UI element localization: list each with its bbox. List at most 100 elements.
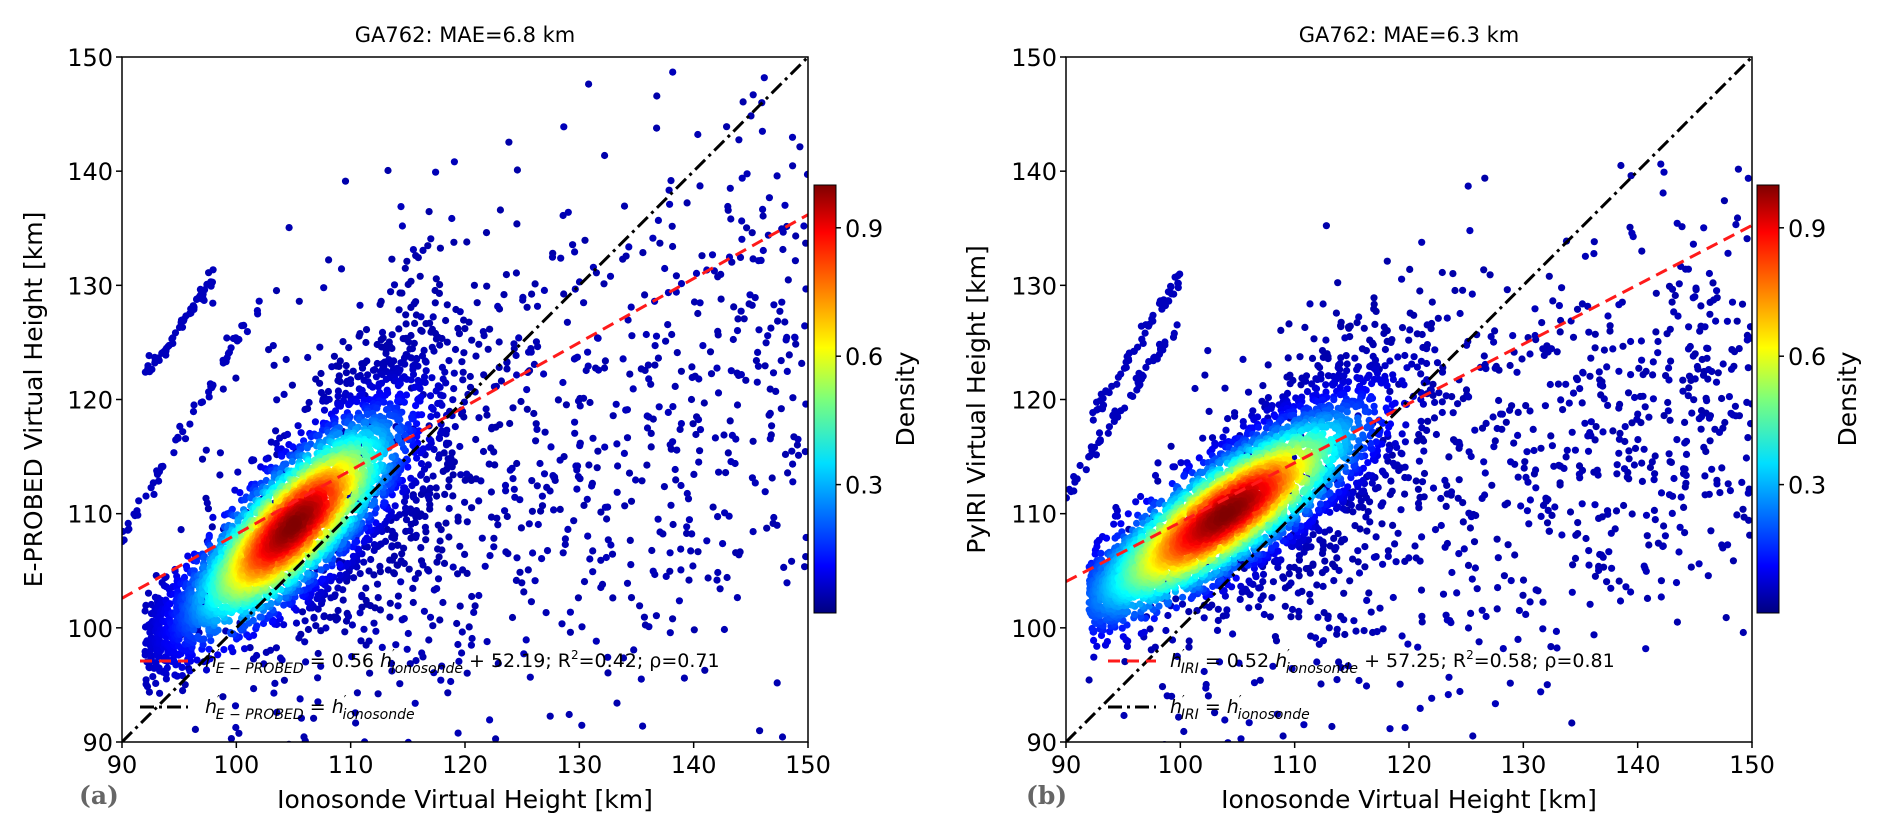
- scatter-point: [417, 449, 425, 457]
- scatter-point: [571, 429, 579, 437]
- scatter-point: [407, 474, 415, 482]
- scatter-point: [408, 345, 416, 353]
- scatter-point: [1493, 535, 1501, 543]
- scatter-point: [438, 546, 446, 554]
- scatter-point: [288, 457, 296, 466]
- scatter-point: [205, 533, 213, 541]
- scatter-point: [454, 640, 462, 649]
- scatter-point: [527, 348, 535, 356]
- scatter-point: [580, 299, 588, 307]
- scatter-point: [178, 323, 187, 331]
- scatter-point: [439, 467, 447, 475]
- scatter-point: [1277, 326, 1285, 334]
- scatter-point: [456, 442, 464, 451]
- scatter-point: [642, 330, 650, 339]
- scatter-point: [571, 418, 579, 426]
- scatter-point: [272, 427, 280, 435]
- scatter-point: [421, 512, 429, 521]
- scatter-point: [312, 622, 320, 630]
- scatter-point: [177, 526, 185, 534]
- scatter-point: [209, 513, 217, 522]
- scatter-point: [1660, 412, 1668, 420]
- scatter-point: [357, 637, 365, 645]
- scatter-point: [394, 433, 402, 441]
- scatter-point: [272, 439, 280, 448]
- scatter-point: [1383, 257, 1391, 265]
- scatter-point: [273, 396, 281, 404]
- scatter-point: [774, 317, 782, 325]
- scatter-point: [1606, 322, 1614, 330]
- scatter-point: [1573, 305, 1582, 313]
- scatter-point: [412, 252, 420, 260]
- scatter-point: [776, 307, 784, 315]
- scatter-point: [438, 334, 446, 343]
- scatter-point: [325, 395, 333, 403]
- scatter-point: [513, 459, 521, 468]
- scatter-point: [436, 341, 444, 349]
- scatter-point: [789, 394, 797, 402]
- scatter-point: [198, 455, 207, 463]
- scatter-point: [467, 641, 475, 649]
- scatter-point: [416, 272, 424, 280]
- scatter-point: [687, 395, 696, 404]
- scatter-point: [193, 295, 201, 303]
- scatter-point: [297, 429, 305, 437]
- scatter-point: [320, 613, 328, 621]
- scatter-point: [625, 243, 633, 251]
- scatter-point: [685, 576, 693, 584]
- scatter-point: [422, 536, 430, 544]
- scatter-point: [125, 525, 133, 533]
- scatter-point: [376, 606, 384, 614]
- scatter-point: [479, 447, 488, 456]
- scatter-point: [793, 441, 802, 449]
- scatter-point: [422, 746, 429, 753]
- scatter-point: [447, 458, 455, 466]
- scatter-point: [557, 254, 565, 262]
- scatter-point: [494, 659, 502, 668]
- x-tick-label: 130: [556, 751, 602, 779]
- scatter-point: [649, 234, 657, 242]
- scatter-point: [1398, 324, 1407, 332]
- legend-text-part: =: [304, 696, 332, 718]
- y-tick-label: 130: [67, 272, 113, 300]
- scatter-point: [1739, 505, 1747, 513]
- scatter-point: [689, 562, 697, 570]
- scatter-point: [722, 469, 730, 477]
- scatter-point: [714, 389, 723, 397]
- legend-text-part: ionosonde: [391, 661, 463, 677]
- scatter-point: [490, 543, 498, 551]
- scatter-point: [246, 644, 254, 652]
- scatter-point: [622, 406, 630, 414]
- scatter-point: [459, 376, 467, 384]
- scatter-point: [723, 123, 731, 131]
- scatter-point: [601, 357, 610, 365]
- scatter-point: [386, 599, 394, 607]
- scatter-point: [227, 644, 235, 652]
- scatter-point: [695, 458, 703, 466]
- scatter-point: [326, 613, 334, 622]
- scatter-point: [764, 332, 772, 340]
- scatter-point: [461, 325, 469, 333]
- scatter-point: [492, 735, 500, 742]
- scatter-point: [1464, 561, 1473, 570]
- scatter-point: [515, 334, 523, 342]
- scatter-point: [788, 447, 796, 455]
- scatter-point: [412, 657, 420, 665]
- scatter-point: [520, 650, 528, 658]
- scatter-point: [253, 489, 261, 497]
- scatter-point: [205, 645, 213, 653]
- scatter-point: [124, 519, 132, 528]
- scatter-point: [501, 481, 510, 489]
- scatter-point: [208, 523, 216, 531]
- y-tick-label: 110: [67, 501, 113, 529]
- scatter-point: [526, 673, 534, 681]
- scatter-point: [513, 166, 522, 174]
- scatter-point: [1619, 342, 1627, 350]
- scatter-point: [1592, 423, 1600, 431]
- scatter-point: [789, 162, 797, 170]
- scatter-point: [643, 461, 651, 469]
- scatter-point: [235, 335, 243, 344]
- scatter-point: [435, 289, 443, 297]
- scatter-point: [798, 359, 806, 367]
- scatter-point: [1469, 732, 1477, 740]
